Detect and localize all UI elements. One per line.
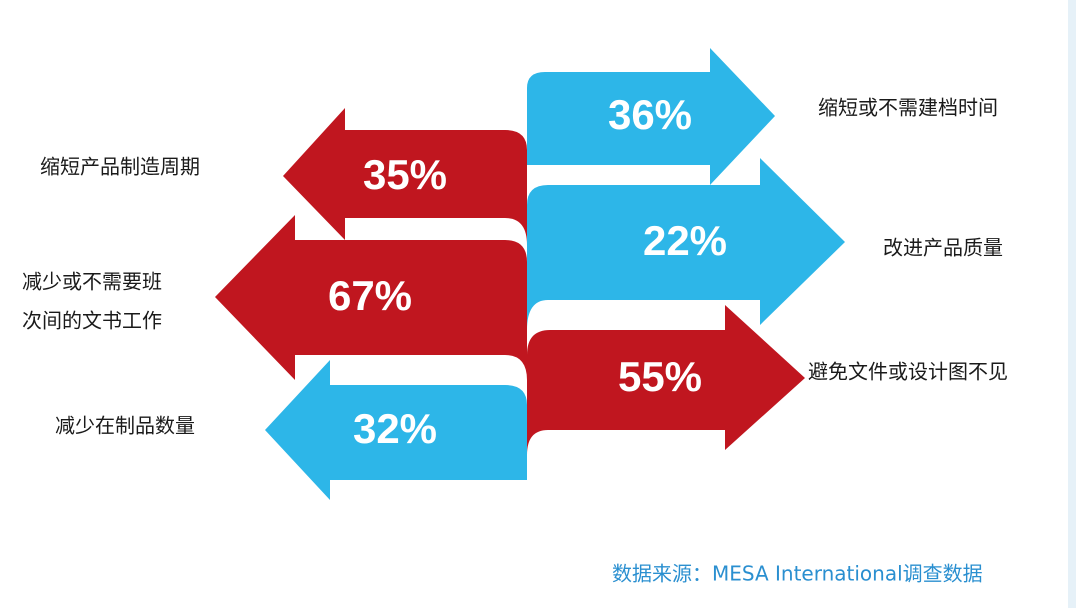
arrow-right xyxy=(527,305,805,455)
percent: 55% xyxy=(618,353,702,400)
source-note: 数据来源：MESA International调查数据 xyxy=(612,562,983,586)
percent: 67% xyxy=(328,272,412,319)
percent: 36% xyxy=(608,91,692,138)
percent: 35% xyxy=(363,151,447,198)
arrow-right xyxy=(527,48,775,185)
item-label: 改进产品质量 xyxy=(883,236,1003,260)
edge-strip xyxy=(1068,0,1076,608)
arrow-left xyxy=(265,360,527,500)
item-label: 缩短或不需建档时间 xyxy=(818,96,998,120)
item-label: 避免文件或设计图不见 xyxy=(808,360,1008,384)
arrow-right xyxy=(527,158,845,330)
item-label: 减少在制品数量 xyxy=(55,414,195,438)
item-label: 减少或不需要班 xyxy=(22,270,162,294)
item-label: 次间的文书工作 xyxy=(22,309,162,333)
arrow-left xyxy=(215,215,527,380)
percent: 32% xyxy=(353,405,437,452)
item-label: 缩短产品制造周期 xyxy=(40,155,200,179)
arrow-left xyxy=(283,108,527,245)
percent: 22% xyxy=(643,217,727,264)
